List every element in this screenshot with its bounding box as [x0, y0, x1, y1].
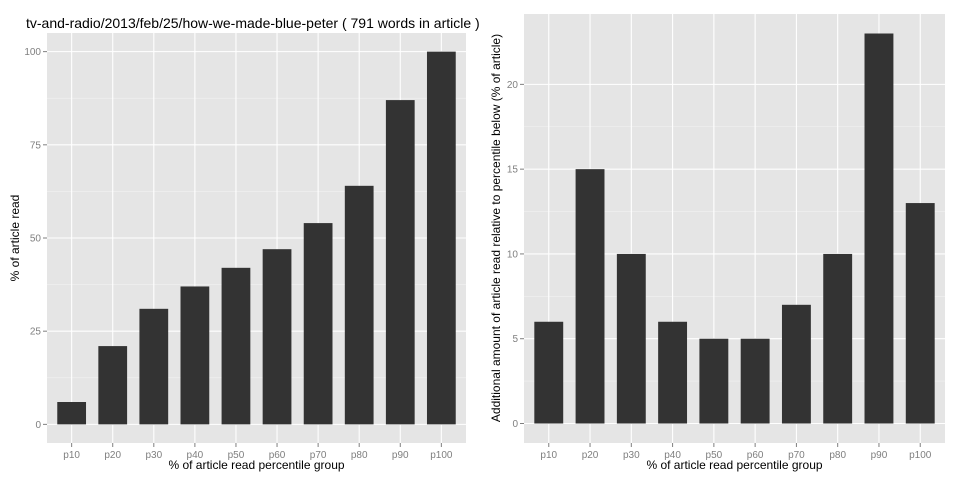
- chart-right-y-tick-label: 20: [507, 80, 519, 91]
- chart-left-bar-p80: [344, 185, 374, 425]
- chart-right-y-tick-label: 15: [507, 165, 519, 176]
- chart-right-bar-p80: [823, 253, 853, 424]
- chart-right-bar-p90: [864, 33, 894, 424]
- chart-right-x-tick-label: p70: [788, 450, 805, 461]
- chart-right-x-axis-label: % of article read percentile group: [646, 458, 822, 472]
- chart-left-x-ticks: p10 p20 p30 p40 p50 p60 p70 p80 p90 p100: [63, 443, 453, 461]
- chart-left-x-tick-label: p60: [269, 450, 286, 461]
- chart-left-bar-p40: [180, 286, 210, 425]
- chart-right-x-ticks: p10 p20 p30 p40 p50 p60 p70 p80 p90 p100: [540, 443, 932, 461]
- chart-right-bar-p70: [781, 304, 811, 424]
- chart-left-y-ticks: 0 25 50 75 100: [24, 47, 47, 431]
- chart-left-bar-p10: [57, 402, 87, 425]
- chart-left-x-tick-label: p20: [104, 450, 121, 461]
- chart-left-y-tick-label: 50: [30, 234, 42, 245]
- chart-left-x-tick-label: p10: [63, 450, 80, 461]
- chart-right-x-tick-label: p10: [540, 450, 557, 461]
- chart-right-x-tick-label: p60: [747, 450, 764, 461]
- chart-left-y-axis-label: % of article read: [8, 195, 22, 282]
- chart-left-bar-p100: [426, 51, 456, 425]
- chart-left-x-tick-label: p70: [310, 450, 327, 461]
- chart-left-x-tick-label: p50: [228, 450, 245, 461]
- chart-right-x-tick-label: p100: [909, 450, 932, 461]
- chart-right-x-tick-label: p40: [664, 450, 681, 461]
- chart-right-x-tick-label: p90: [871, 450, 888, 461]
- chart-left-bar-p70: [303, 223, 333, 425]
- chart-right-bar-p100: [905, 203, 935, 424]
- chart-right-y-tick-label: 5: [512, 334, 518, 345]
- chart-right-y-ticks: 0 5 10 15 20: [507, 80, 524, 430]
- chart-left-x-tick-label: p100: [430, 450, 453, 461]
- chart-right-bar-p60: [740, 338, 770, 424]
- chart-right-bar-p10: [534, 321, 564, 424]
- chart-left-y-tick-label: 0: [35, 420, 41, 431]
- chart-right-y-tick-label: 10: [507, 249, 519, 260]
- chart-right-y-axis-label: Additional amount of article read relati…: [489, 34, 503, 422]
- chart-left-y-tick-label: 75: [30, 140, 42, 151]
- chart-left-y-tick-label: 100: [24, 47, 41, 58]
- chart-left-bar-p20: [98, 346, 128, 425]
- chart-right-bar-p40: [658, 321, 688, 424]
- chart-right-bar-p30: [616, 253, 646, 424]
- chart-right-x-tick-label: p50: [706, 450, 723, 461]
- chart-right: 0 5 10 15 20 p10 p20 p30 p40 p50 p60 p70 p80 p90 p100…: [489, 14, 945, 472]
- chart-right-bar-p20: [575, 169, 605, 424]
- chart-right-bars: [534, 33, 935, 424]
- chart-left-title: tv-and-radio/2013/feb/25/how-we-made-blu…: [26, 15, 480, 31]
- chart-left-x-tick-label: p30: [145, 450, 162, 461]
- chart-left-y-tick-label: 25: [30, 327, 42, 338]
- chart-left-x-tick-label: p90: [392, 450, 409, 461]
- chart-right-y-tick-label: 0: [512, 419, 518, 430]
- chart-left-bar-p30: [139, 308, 169, 425]
- chart-left-bar-p60: [262, 249, 292, 425]
- chart-left-x-tick-label: p40: [187, 450, 204, 461]
- chart-left-x-tick-label: p80: [351, 450, 368, 461]
- panel-separator: [480, 0, 504, 480]
- chart-left-bars: [57, 51, 456, 425]
- chart-right-x-tick-label: p20: [582, 450, 599, 461]
- chart-right-x-tick-label: p30: [623, 450, 640, 461]
- chart-right-x-tick-label: p80: [829, 450, 846, 461]
- chart-right-bar-p50: [699, 338, 729, 424]
- chart-left-x-axis-label: % of article read percentile group: [168, 458, 344, 472]
- chart-left-bar-p90: [385, 100, 415, 425]
- chart-left-bar-p50: [221, 267, 251, 425]
